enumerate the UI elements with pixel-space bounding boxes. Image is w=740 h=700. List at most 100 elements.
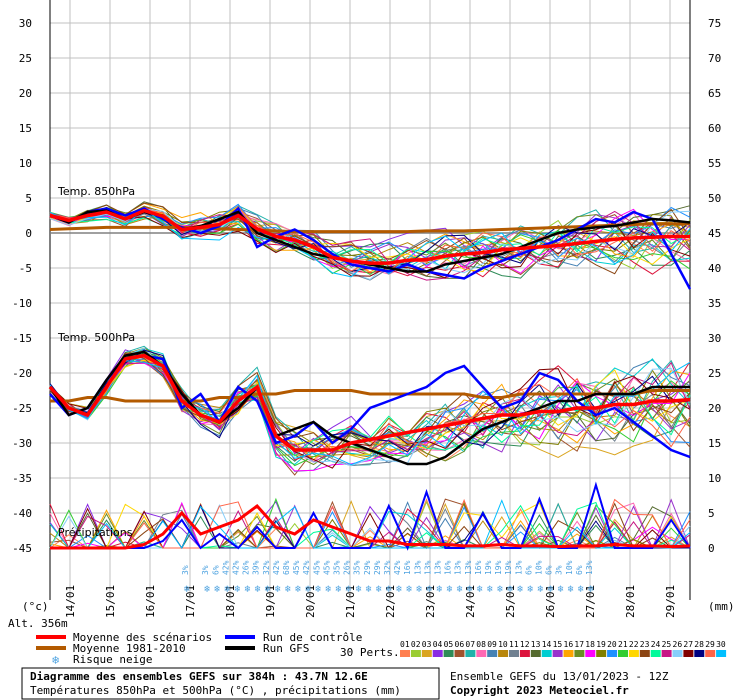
- snowflake-icon: ❄: [578, 584, 585, 595]
- pert-legend-label: 24: [651, 640, 661, 649]
- date-tick-label: 15/01: [104, 585, 117, 618]
- snow-risk-label: 45%: [292, 560, 301, 575]
- snow-risk-label: 42%: [272, 560, 281, 575]
- snowflake-icon: ❄: [477, 584, 484, 595]
- snow-risk-label: 6%: [575, 565, 584, 575]
- snow-risk-label: 45%: [312, 560, 321, 575]
- snow-risk-label: 16%: [474, 560, 483, 575]
- pert-legend-label: 08: [476, 640, 486, 649]
- snow-risk-label: 29%: [363, 560, 372, 575]
- label-precip: Précipitations: [58, 526, 133, 539]
- plot-area: [50, 0, 690, 600]
- pert-legend-swatch: [705, 650, 716, 657]
- legend-gfs-label: Run GFS: [263, 642, 309, 655]
- left-tick-label: 30: [19, 17, 32, 30]
- snowflake-icon: ❄: [255, 584, 262, 595]
- snowflake-icon: ❄: [366, 584, 373, 595]
- pert-legend-swatch: [519, 650, 530, 657]
- label-t850: Temp. 850hPa: [57, 185, 135, 198]
- left-tick-label: 15: [19, 122, 32, 135]
- snowflake-icon: ❄: [558, 584, 565, 595]
- left-tick-label: 0: [25, 227, 32, 240]
- snowflake-icon: ❄: [52, 653, 59, 667]
- pert-legend-swatch: [454, 650, 465, 657]
- pert-legend-label: 01: [400, 640, 410, 649]
- legend-snow-label: Risque neige: [73, 653, 152, 666]
- date-tick-label: 26/01: [544, 585, 557, 618]
- footer-box: [21, 667, 440, 700]
- pert-legend-label: 21: [618, 640, 628, 649]
- pert-legend-label: 25: [662, 640, 672, 649]
- pert-legend-label: 29: [705, 640, 715, 649]
- snow-risk-label: 6%: [545, 565, 554, 575]
- snowflake-icon: ❄: [507, 584, 514, 595]
- pert-legend-label: 22: [629, 640, 639, 649]
- snow-risk-label: 35%: [353, 560, 362, 575]
- snow-risk-label: 13%: [454, 560, 463, 575]
- snow-risk-label: 13%: [434, 560, 443, 575]
- snow-risk-label: 32%: [262, 560, 271, 575]
- perturbation-line: [49, 202, 691, 273]
- date-tick-label: 24/01: [464, 585, 477, 618]
- snowflake-icon: ❄: [548, 584, 555, 595]
- snow-risk-label: 13%: [423, 560, 432, 575]
- pert-legend-label: 10: [498, 640, 508, 649]
- date-tick-label: 16/01: [144, 585, 157, 618]
- snow-risk-label: 19%: [484, 560, 493, 575]
- pert-legend-label: 23: [640, 640, 650, 649]
- series-line-t500: [50, 389, 690, 403]
- series-line-t850: [49, 208, 690, 265]
- snow-risk-label: 42%: [232, 560, 241, 575]
- x-axis-date-ticks: 14/01 15/01 16/01 17/01 18/01 19/01 20/01 21/01…: [64, 585, 677, 618]
- snow-risk-label: 19%: [504, 560, 513, 575]
- snow-risk-label: 10%: [535, 560, 544, 575]
- right-tick-label: 45: [708, 227, 721, 240]
- left-tick-label: -5: [19, 262, 32, 275]
- snowflake-icon: ❄: [396, 584, 403, 595]
- left-tick-label: -45: [12, 542, 32, 555]
- footer-copyright: Copyright 2023 Meteociel.fr: [450, 684, 629, 697]
- pert-legend-label: 17: [574, 640, 584, 649]
- snowflake-icon: ❄: [538, 584, 545, 595]
- pert-legend-swatch: [596, 650, 607, 657]
- snowflake-icon: ❄: [487, 584, 494, 595]
- pert-legend-swatch: [465, 650, 476, 657]
- right-tick-label: 10: [708, 472, 721, 485]
- left-tick-label: 10: [19, 157, 32, 170]
- main-series: [48, 206, 692, 551]
- right-tick-label: 50: [708, 192, 721, 205]
- pert-legend-swatch: [716, 650, 727, 657]
- perturbation-line: [49, 208, 691, 279]
- snowflake-icon: ❄: [437, 584, 444, 595]
- snow-risk-label: 13%: [464, 560, 473, 575]
- date-tick-label: 25/01: [504, 585, 517, 618]
- snowflake-icon: ❄: [386, 584, 393, 595]
- snow-risk-label: 68%: [282, 560, 291, 575]
- snowflake-icon: ❄: [235, 584, 242, 595]
- snow-risk-label: 13%: [585, 560, 594, 575]
- pert-legend-swatch: [650, 650, 661, 657]
- pert-legend-swatch: [672, 650, 683, 657]
- pert-legend-label: 18: [585, 640, 595, 649]
- snow-risk-label: 42%: [221, 560, 230, 575]
- left-axis-ticks: 30 25 20 15 10 5 0 -5 -10 -15 -20 -25 -30 -35 -40 -45: [12, 17, 32, 555]
- pert-legend-swatch: [585, 650, 596, 657]
- right-tick-label: 30: [708, 332, 721, 345]
- snow-risk-label: 35%: [333, 560, 342, 575]
- snowflake-icon: ❄: [224, 584, 231, 595]
- perturbation-line: [49, 202, 691, 275]
- left-tick-label: -40: [12, 507, 32, 520]
- left-tick-label: -30: [12, 437, 32, 450]
- pert-legend-label: 05: [444, 640, 454, 649]
- snow-risk-label: 3%: [201, 565, 210, 575]
- series-line-t500: [49, 354, 691, 459]
- pert-legend-swatch: [443, 650, 454, 657]
- left-tick-label: 25: [19, 52, 32, 65]
- pert-legend-swatch: [618, 650, 628, 657]
- date-tick-label: 14/01: [64, 585, 77, 618]
- snow-risk-label: 26%: [343, 560, 352, 575]
- snow-risk-label: 6%: [524, 565, 533, 575]
- perturbation-line: [49, 347, 691, 465]
- right-tick-label: 35: [708, 297, 721, 310]
